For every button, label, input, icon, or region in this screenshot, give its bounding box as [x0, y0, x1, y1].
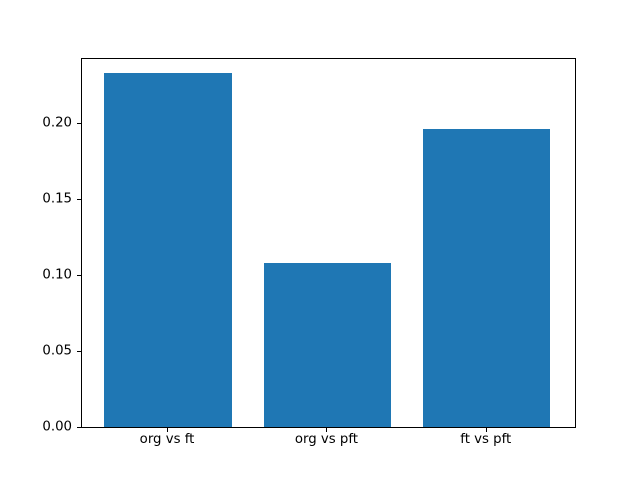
y-tick-label: 0.20 [42, 115, 72, 131]
bar-org-vs-pft [263, 263, 392, 427]
y-tick-mark [77, 351, 81, 353]
y-tick-label: 0.10 [42, 267, 72, 283]
y-tick-mark [77, 427, 81, 428]
x-tick-mark [167, 428, 169, 432]
plot-area [81, 58, 576, 428]
y-tick-label: 0.15 [42, 191, 72, 207]
y-tick-mark [77, 199, 81, 201]
y-tick-mark [77, 123, 81, 125]
x-tick-mark [485, 428, 487, 432]
x-tick-label: org vs ft [139, 432, 195, 447]
y-tick-label: 0.05 [42, 343, 72, 359]
bar-ft-vs-pft [423, 129, 551, 427]
y-tick-label: 0.00 [42, 419, 72, 435]
bar-org-vs-ft [104, 73, 232, 427]
x-tick-mark [326, 428, 328, 432]
y-tick-mark [77, 275, 81, 277]
x-tick-label: org vs pft [294, 432, 358, 447]
bars-layer [82, 59, 575, 427]
x-tick-label: ft vs pft [460, 432, 512, 447]
